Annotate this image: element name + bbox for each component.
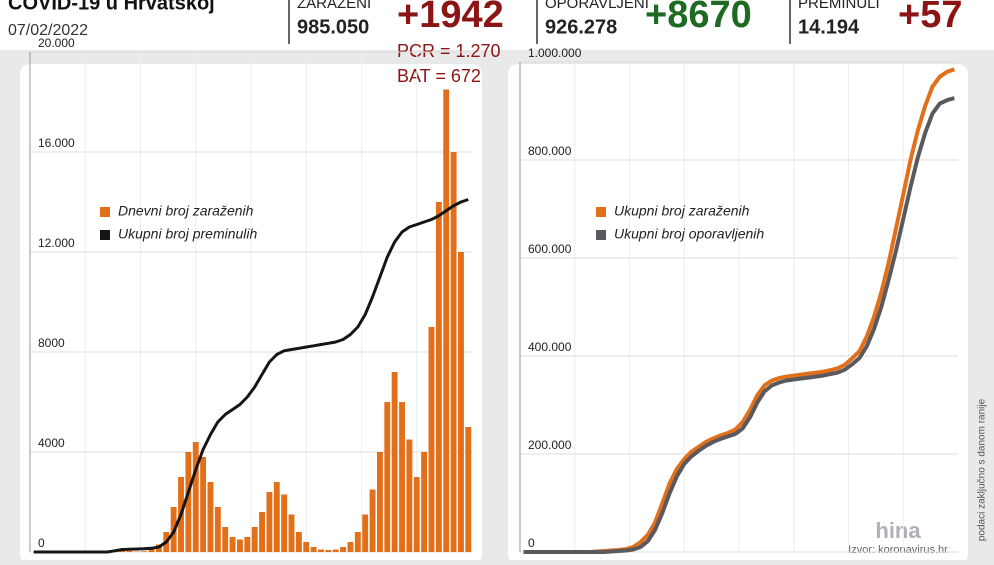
legend-label: Ukupni broj zaraženih xyxy=(614,203,750,219)
bar xyxy=(222,527,229,552)
bar xyxy=(237,539,243,552)
bar xyxy=(281,494,288,552)
legend-swatch xyxy=(596,207,606,217)
bar xyxy=(295,532,302,552)
y-tick-label: 600.000 xyxy=(528,242,572,256)
stat-change: +1942 xyxy=(397,0,504,36)
bar xyxy=(384,402,391,552)
bar xyxy=(362,514,369,552)
legend-swatch xyxy=(100,207,110,217)
bar xyxy=(259,512,265,552)
bar xyxy=(288,514,295,552)
bar xyxy=(200,457,207,552)
stat-label: OPORAVLJENI xyxy=(545,0,649,12)
bar xyxy=(465,427,472,552)
y-tick-label: 200.000 xyxy=(528,438,572,452)
title: COVID-19 u Hrvatskoj xyxy=(8,0,215,14)
stat-label: ZARAŽENI xyxy=(297,0,371,12)
source: Izvor: koronavirus.hr xyxy=(848,544,948,556)
bar xyxy=(413,477,420,552)
stat-total: 926.278 xyxy=(545,16,617,38)
bar xyxy=(391,372,398,552)
stat-change: +8670 xyxy=(645,0,752,36)
bar xyxy=(133,551,140,552)
logo: hina xyxy=(875,518,921,543)
bar xyxy=(435,202,442,552)
bar xyxy=(421,452,428,552)
bar xyxy=(443,89,450,552)
y-tick-label: 20.000 xyxy=(38,36,75,50)
y-tick-label: 8000 xyxy=(38,336,65,350)
bar xyxy=(266,492,273,552)
bar xyxy=(325,550,332,552)
bar xyxy=(303,542,310,552)
bar xyxy=(428,327,435,552)
bar xyxy=(458,252,464,552)
bar xyxy=(141,551,148,552)
bar xyxy=(310,547,317,552)
stat-total: 985.050 xyxy=(297,16,369,38)
bar xyxy=(229,537,236,552)
bar xyxy=(376,452,383,552)
bar xyxy=(244,537,251,552)
bar xyxy=(251,527,258,552)
stat-label: PREMINULI xyxy=(798,0,880,12)
bar xyxy=(119,550,126,552)
y-tick-label: 800.000 xyxy=(528,144,572,158)
stat-change: +57 xyxy=(898,0,962,36)
line xyxy=(33,198,469,554)
y-tick-label: 0 xyxy=(528,536,535,550)
legend-swatch xyxy=(100,230,110,240)
bar xyxy=(185,452,192,552)
bar xyxy=(340,547,347,552)
side-note: podaci zaključno s danom ranije xyxy=(977,398,988,541)
legend-label: Ukupni broj oporavljenih xyxy=(614,226,764,242)
stat-total: 14.194 xyxy=(798,16,860,38)
bar xyxy=(214,507,221,552)
bar xyxy=(332,549,339,552)
panel xyxy=(508,64,968,564)
y-tick-label: 1.000.000 xyxy=(528,46,582,60)
bar xyxy=(148,549,155,552)
bar xyxy=(354,532,361,552)
bar xyxy=(369,489,376,552)
legend-label: Dnevni broj zaraženih xyxy=(118,203,254,219)
y-tick-label: 0 xyxy=(38,536,45,550)
line xyxy=(523,96,955,554)
legend-swatch xyxy=(596,230,606,240)
note: BAT = 672 xyxy=(397,66,481,86)
legend-label: Ukupni broj preminulih xyxy=(118,226,258,242)
header-bg xyxy=(0,0,994,50)
bar xyxy=(192,442,199,552)
bar xyxy=(450,152,457,552)
y-tick-label: 400.000 xyxy=(528,340,572,354)
bar xyxy=(207,482,214,552)
bar xyxy=(399,402,405,552)
y-tick-label: 4000 xyxy=(38,436,65,450)
bar xyxy=(318,549,324,552)
y-tick-label: 16.000 xyxy=(38,136,75,150)
bar xyxy=(126,551,133,552)
note: PCR = 1.270 xyxy=(397,41,501,61)
bar xyxy=(273,482,280,552)
bar xyxy=(406,439,413,552)
bar xyxy=(347,542,354,552)
y-tick-label: 12.000 xyxy=(38,236,75,250)
date: 07/02/2022 xyxy=(8,22,88,39)
